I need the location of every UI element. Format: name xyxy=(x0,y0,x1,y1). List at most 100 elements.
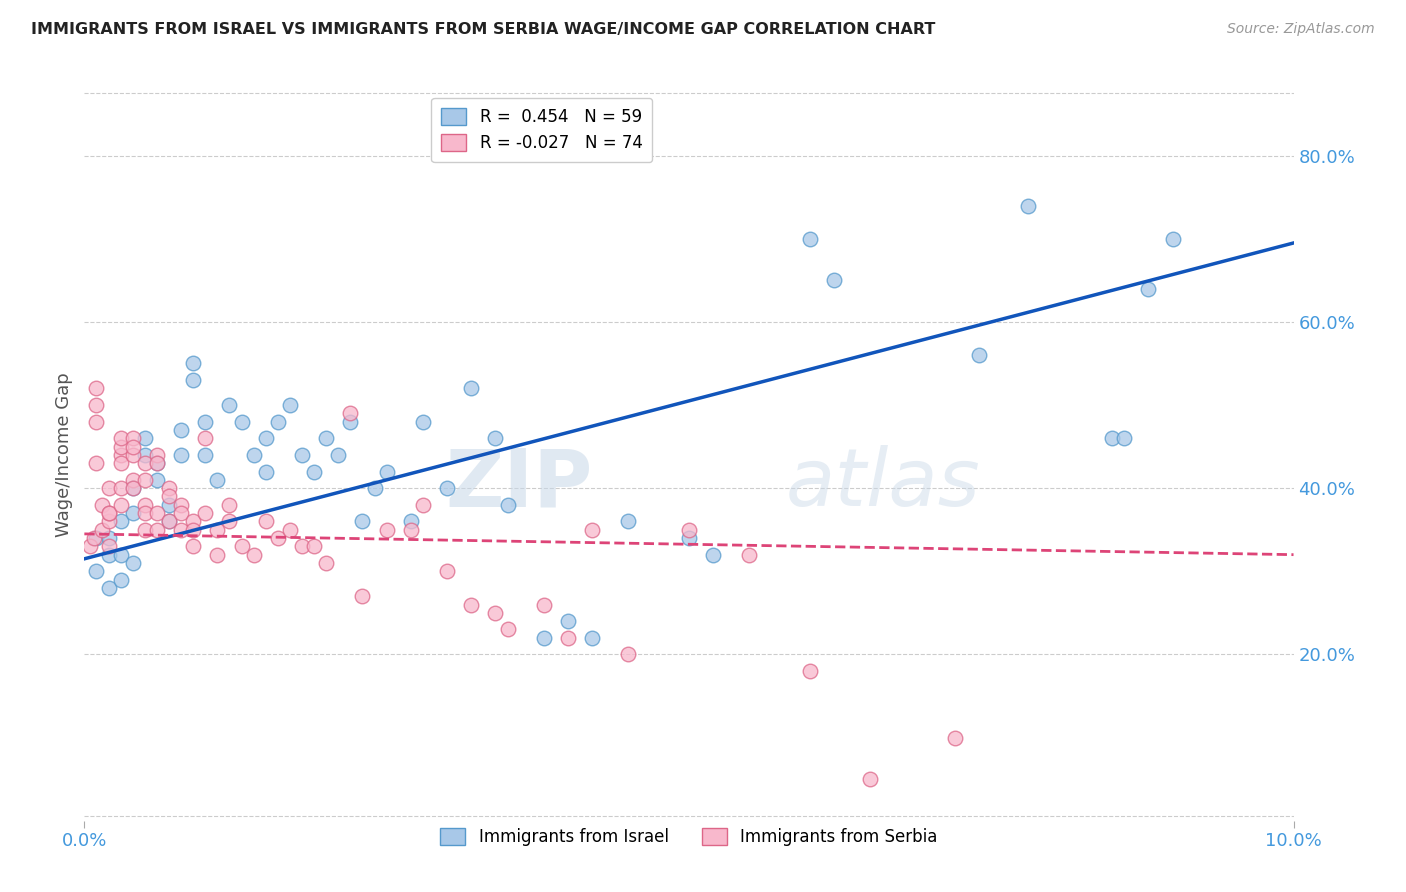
Point xyxy=(352,589,374,603)
Point xyxy=(121,481,143,495)
Point xyxy=(328,448,350,462)
Point xyxy=(496,498,519,512)
Point xyxy=(339,406,361,420)
Point xyxy=(157,490,180,504)
Point xyxy=(412,415,434,429)
Point xyxy=(121,506,143,520)
Point xyxy=(146,506,169,520)
Point xyxy=(121,448,143,462)
Point xyxy=(702,548,724,562)
Point xyxy=(557,614,579,628)
Point xyxy=(134,506,156,520)
Point xyxy=(97,548,120,562)
Point xyxy=(231,539,253,553)
Point xyxy=(194,431,217,445)
Point xyxy=(194,415,217,429)
Point xyxy=(302,465,325,479)
Point xyxy=(267,531,290,545)
Point xyxy=(943,731,966,745)
Point xyxy=(436,481,458,495)
Point xyxy=(218,498,240,512)
Point xyxy=(1161,232,1184,246)
Point xyxy=(617,515,640,529)
Text: atlas: atlas xyxy=(786,445,980,524)
Point xyxy=(181,356,204,370)
Point xyxy=(533,631,555,645)
Point xyxy=(207,473,229,487)
Point xyxy=(460,598,482,612)
Point xyxy=(352,515,374,529)
Point xyxy=(254,431,277,445)
Point xyxy=(170,423,193,437)
Point xyxy=(460,381,482,395)
Point xyxy=(484,606,506,620)
Point xyxy=(267,415,290,429)
Point xyxy=(291,448,314,462)
Point xyxy=(218,398,240,412)
Point xyxy=(146,473,169,487)
Point xyxy=(134,456,156,470)
Point xyxy=(496,623,519,637)
Point xyxy=(181,523,204,537)
Point xyxy=(86,415,108,429)
Point xyxy=(339,415,361,429)
Point xyxy=(278,398,301,412)
Point xyxy=(157,498,180,512)
Point xyxy=(194,506,217,520)
Point xyxy=(86,531,108,545)
Point xyxy=(738,548,761,562)
Point xyxy=(254,465,277,479)
Point xyxy=(110,498,132,512)
Point xyxy=(181,373,204,387)
Point xyxy=(207,523,229,537)
Point xyxy=(1137,282,1160,296)
Point xyxy=(146,448,169,462)
Point xyxy=(170,498,193,512)
Point xyxy=(157,515,180,529)
Point xyxy=(121,440,143,454)
Point xyxy=(146,523,169,537)
Point xyxy=(170,448,193,462)
Point xyxy=(110,456,132,470)
Point xyxy=(97,515,120,529)
Text: ZIP: ZIP xyxy=(444,445,592,524)
Point xyxy=(302,539,325,553)
Legend: Immigrants from Israel, Immigrants from Serbia: Immigrants from Israel, Immigrants from … xyxy=(433,821,945,853)
Point xyxy=(86,381,108,395)
Point xyxy=(617,648,640,662)
Point xyxy=(86,564,108,578)
Point xyxy=(110,481,132,495)
Point xyxy=(157,481,180,495)
Point xyxy=(799,232,821,246)
Point xyxy=(823,273,845,287)
Point xyxy=(170,523,193,537)
Point xyxy=(97,506,120,520)
Point xyxy=(157,515,180,529)
Point xyxy=(110,440,132,454)
Point xyxy=(207,548,229,562)
Point xyxy=(315,556,337,570)
Point xyxy=(86,456,108,470)
Point xyxy=(678,523,700,537)
Point xyxy=(678,531,700,545)
Point xyxy=(254,515,277,529)
Point xyxy=(399,523,422,537)
Point xyxy=(79,539,101,553)
Point xyxy=(1114,431,1136,445)
Point xyxy=(97,481,120,495)
Point xyxy=(146,456,169,470)
Point xyxy=(91,523,114,537)
Point xyxy=(859,772,882,786)
Point xyxy=(967,348,990,362)
Point xyxy=(134,431,156,445)
Point xyxy=(121,473,143,487)
Point xyxy=(799,664,821,678)
Point xyxy=(121,431,143,445)
Point xyxy=(1017,198,1039,212)
Point xyxy=(436,564,458,578)
Point xyxy=(134,448,156,462)
Point xyxy=(484,431,506,445)
Point xyxy=(134,473,156,487)
Point xyxy=(97,531,120,545)
Y-axis label: Wage/Income Gap: Wage/Income Gap xyxy=(55,373,73,537)
